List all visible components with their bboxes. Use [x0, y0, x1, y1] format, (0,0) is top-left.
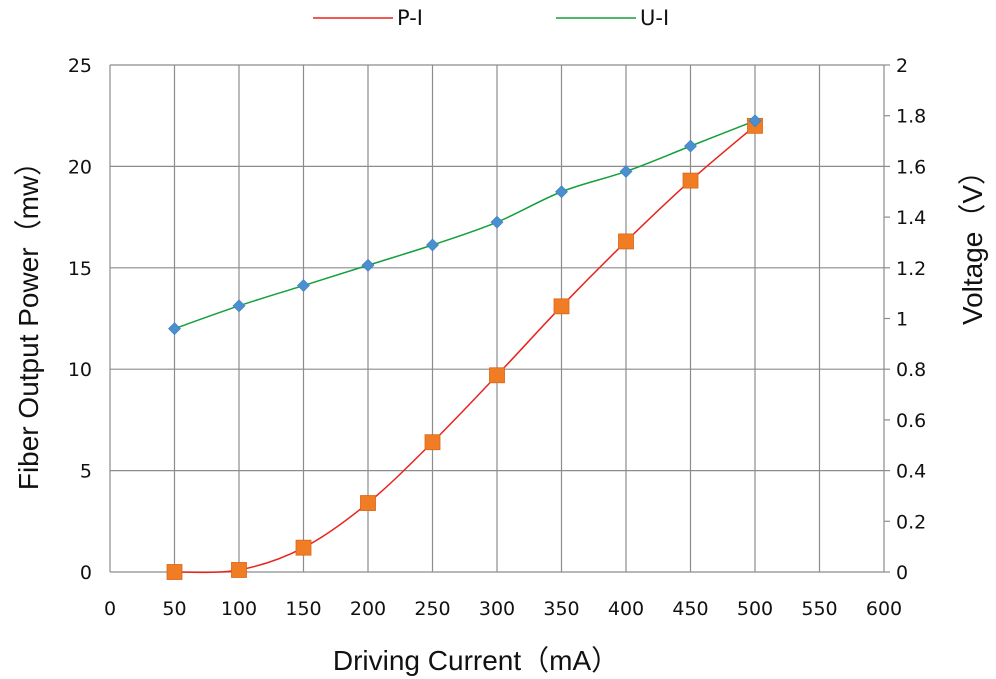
- y2-tick-label: 1.4: [896, 207, 926, 229]
- series-lines: [174, 120, 756, 574]
- marker-u-i: [168, 322, 181, 336]
- y2-tick-label: 0: [896, 562, 908, 584]
- y2-tick-label: 1.8: [896, 106, 926, 128]
- marker-p-i: [231, 562, 247, 578]
- x-tick-label: 200: [350, 598, 386, 620]
- marker-u-i: [297, 279, 310, 292]
- marker-p-i: [553, 298, 570, 315]
- marker-p-i: [166, 564, 183, 580]
- y2-tick-label: 2: [896, 55, 908, 77]
- y-tick-label: 0: [80, 562, 92, 584]
- series-markers: [166, 114, 763, 580]
- x-tick-label: 50: [162, 598, 186, 620]
- y-tick-label: 5: [80, 461, 92, 483]
- grid: [109, 64, 885, 573]
- y2-tick-label: 0.6: [896, 410, 926, 432]
- marker-u-i: [232, 299, 246, 313]
- series-line-p-i: [174, 125, 756, 574]
- y2-tick-label: 1.2: [896, 258, 926, 280]
- x-tick-label: 450: [672, 598, 708, 620]
- marker-u-i: [619, 165, 633, 178]
- y2-tick-label: 1: [896, 309, 908, 331]
- marker-u-i: [490, 215, 504, 229]
- marker-p-i: [295, 539, 312, 556]
- x-axis-ticks: 0 50 100 150 200 250 300 350 400 450 500 550 600: [104, 598, 902, 620]
- y2-tick-label: 1.6: [896, 156, 926, 178]
- marker-p-i: [424, 434, 441, 451]
- x-tick-label: 150: [285, 598, 321, 620]
- x-tick-label: 400: [608, 598, 644, 620]
- x-tick-label: 350: [543, 598, 579, 620]
- marker-p-i: [618, 233, 634, 250]
- x-tick-label: 550: [801, 598, 837, 620]
- marker-p-i: [682, 172, 699, 189]
- y-axis-ticks: 0 5 10 15 20 25: [68, 55, 92, 584]
- y-tick-label: 25: [68, 55, 92, 77]
- series-line-u-i: [174, 120, 756, 330]
- legend-label-u-i: U-I: [640, 6, 669, 30]
- x-tick-label: 600: [866, 598, 902, 620]
- y-tick-label: 20: [68, 156, 92, 178]
- y2-axis-ticks: 0 0.2 0.4 0.6 0.8 1 1.2 1.4 1.6 1.8 2: [884, 55, 926, 584]
- y2-tick-label: 0.2: [896, 511, 926, 533]
- marker-p-i: [360, 495, 376, 511]
- marker-u-i: [426, 238, 439, 252]
- marker-p-i: [489, 367, 505, 384]
- y2-tick-label: 0.8: [896, 359, 926, 381]
- marker-u-i: [748, 114, 762, 128]
- legend: P-I U-I: [313, 6, 669, 30]
- y2-tick-label: 0.4: [896, 461, 926, 483]
- y-tick-label: 10: [68, 359, 92, 381]
- marker-u-i: [361, 258, 375, 272]
- legend-label-p-i: P-I: [397, 6, 423, 30]
- marker-u-i: [555, 185, 568, 199]
- x-tick-label: 500: [737, 598, 773, 620]
- y-tick-label: 15: [68, 258, 92, 280]
- x-tick-label: 100: [221, 598, 257, 620]
- x-tick-label: 250: [414, 598, 450, 620]
- marker-u-i: [684, 139, 697, 153]
- x-axis-title: Driving Current（mA）: [333, 645, 619, 676]
- x-tick-label: 0: [104, 598, 116, 620]
- y2-axis-title: Voltage（V）: [957, 157, 988, 325]
- x-tick-label: 300: [479, 598, 515, 620]
- y-axis-title: Fiber Output Power（mw）: [13, 148, 44, 490]
